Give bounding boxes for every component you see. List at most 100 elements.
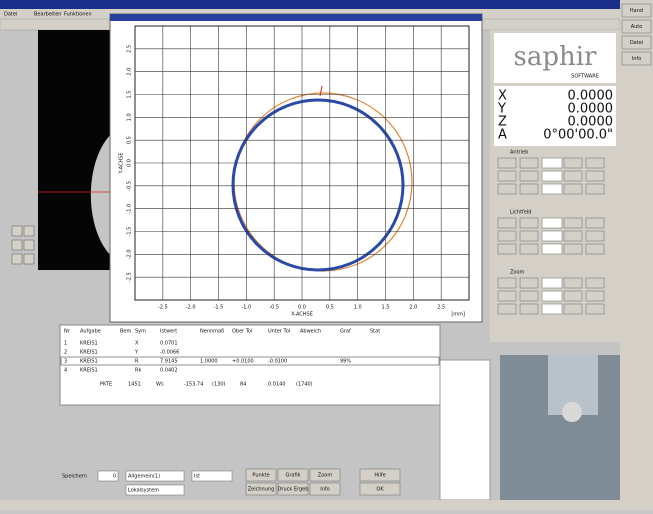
control-button[interactable]	[519, 243, 539, 255]
control-button[interactable]	[585, 157, 605, 169]
select[interactable]	[125, 470, 185, 482]
table-header: Graf	[340, 329, 351, 335]
readout-value: 0.0000	[568, 89, 614, 104]
control-button[interactable]	[563, 183, 583, 195]
select[interactable]	[125, 484, 185, 496]
table-header: Sym	[135, 329, 146, 335]
control-button[interactable]	[519, 303, 539, 315]
x-axis-label: X-ACHSE	[291, 312, 313, 318]
x-tick-label: 0.0	[298, 305, 306, 311]
control-button[interactable]	[541, 303, 563, 315]
control-button[interactable]	[563, 170, 583, 182]
x-tick-label: 2.0	[409, 305, 417, 311]
bottom-button[interactable]	[245, 482, 277, 496]
tool-icon[interactable]	[11, 253, 23, 265]
control-button[interactable]	[541, 277, 563, 289]
select[interactable]	[191, 470, 233, 482]
table-header: Aufgabe	[80, 329, 101, 335]
control-button[interactable]	[497, 303, 517, 315]
menu-item[interactable]: Datei	[4, 12, 17, 18]
bottom-button[interactable]	[277, 468, 309, 482]
control-button[interactable]	[585, 290, 605, 302]
table-header: Ober Tol	[232, 329, 252, 335]
control-button[interactable]	[541, 243, 563, 255]
control-button[interactable]	[563, 290, 583, 302]
readout-box	[494, 86, 616, 146]
readout-axis: A	[498, 128, 507, 143]
control-button[interactable]	[541, 170, 563, 182]
control-button[interactable]	[519, 157, 539, 169]
control-button[interactable]	[585, 217, 605, 229]
control-button[interactable]	[519, 183, 539, 195]
control-button[interactable]	[497, 183, 517, 195]
control-button[interactable]	[541, 157, 563, 169]
side-button[interactable]	[621, 3, 652, 18]
group-title: Antrieb	[510, 150, 528, 156]
control-button[interactable]	[519, 230, 539, 242]
control-button[interactable]	[541, 217, 563, 229]
table-header: Nennmaß	[200, 329, 224, 335]
count-box[interactable]	[97, 470, 119, 482]
control-button[interactable]	[563, 243, 583, 255]
bottom-button[interactable]	[309, 482, 341, 496]
y-tick-label: 2.0	[127, 68, 133, 76]
tool-icon[interactable]	[11, 225, 23, 237]
control-button[interactable]	[497, 243, 517, 255]
control-button[interactable]	[585, 303, 605, 315]
x-tick-label: -2.0	[186, 305, 196, 311]
control-button[interactable]	[497, 157, 517, 169]
control-button[interactable]	[519, 217, 539, 229]
control-button[interactable]	[497, 290, 517, 302]
table-footer: 84	[240, 382, 246, 388]
x-tick-label: -0.5	[269, 305, 279, 311]
control-button[interactable]	[541, 183, 563, 195]
control-button[interactable]	[563, 303, 583, 315]
bottom-button[interactable]	[245, 468, 277, 482]
control-button[interactable]	[497, 170, 517, 182]
control-button[interactable]	[541, 230, 563, 242]
control-button[interactable]	[563, 217, 583, 229]
control-button[interactable]	[497, 277, 517, 289]
side-bar	[620, 0, 653, 510]
table-cell: -0.0066	[160, 350, 179, 356]
x-tick-label: 1.5	[382, 305, 390, 311]
side-button[interactable]	[621, 35, 652, 50]
control-button[interactable]	[497, 230, 517, 242]
table-cell: KREIS1	[80, 350, 98, 356]
control-button[interactable]	[497, 217, 517, 229]
bottom-button[interactable]	[359, 468, 401, 482]
control-button[interactable]	[585, 277, 605, 289]
control-button[interactable]	[585, 243, 605, 255]
tool-icon[interactable]	[11, 239, 23, 251]
count: 0	[113, 474, 116, 480]
control-button[interactable]	[563, 277, 583, 289]
bottom-button[interactable]	[277, 482, 309, 496]
logo-sub: SOFTWARE	[571, 74, 599, 80]
group-title: Lichtfeld	[510, 210, 531, 216]
control-button[interactable]	[519, 170, 539, 182]
tool-icon[interactable]	[23, 225, 35, 237]
table-cell: +0.0100	[232, 359, 254, 365]
bottom-button-label: OK	[376, 487, 384, 493]
y-tick-label: 1.0	[127, 113, 133, 121]
control-button[interactable]	[563, 157, 583, 169]
tool-icon[interactable]	[23, 239, 35, 251]
table-cell: KREIS1	[80, 368, 98, 374]
tool-icon[interactable]	[23, 253, 35, 265]
menu-item[interactable]: Bearbeiten	[34, 12, 61, 18]
control-button[interactable]	[541, 290, 563, 302]
control-button[interactable]	[519, 277, 539, 289]
side-button[interactable]	[621, 19, 652, 34]
side-button[interactable]	[621, 51, 652, 66]
control-button[interactable]	[563, 230, 583, 242]
menu-item[interactable]: Funktionen	[64, 12, 92, 18]
table-cell: X	[135, 341, 139, 347]
measured-contour	[231, 98, 405, 272]
control-button[interactable]	[585, 230, 605, 242]
bottom-button[interactable]	[309, 468, 341, 482]
bottom-button[interactable]	[359, 482, 401, 496]
control-button[interactable]	[585, 170, 605, 182]
control-button[interactable]	[519, 290, 539, 302]
control-button[interactable]	[585, 183, 605, 195]
